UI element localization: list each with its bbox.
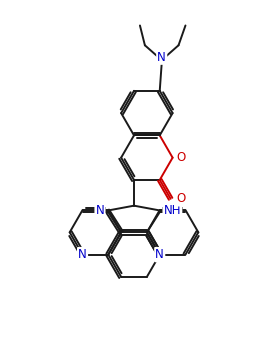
Text: N: N bbox=[78, 248, 87, 261]
Text: O: O bbox=[176, 151, 185, 164]
Text: O: O bbox=[176, 192, 185, 205]
Text: N: N bbox=[157, 51, 166, 64]
Text: NH: NH bbox=[164, 204, 181, 217]
Text: N: N bbox=[95, 204, 104, 217]
Text: N: N bbox=[155, 248, 164, 261]
